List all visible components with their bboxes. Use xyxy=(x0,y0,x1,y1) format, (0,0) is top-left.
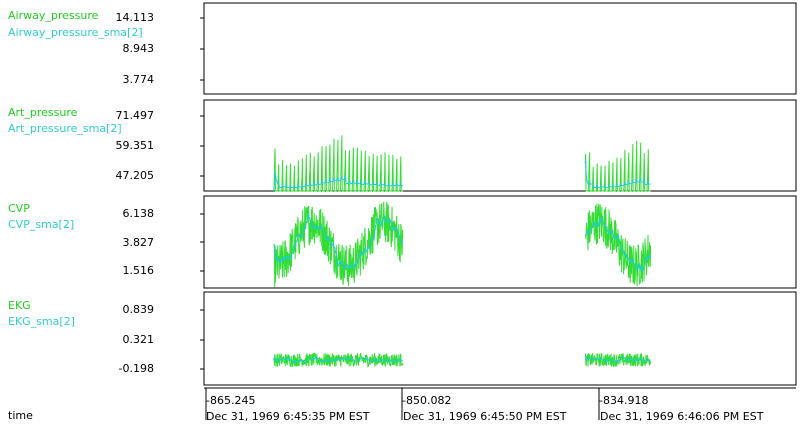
series-label: EKG_sma[2] xyxy=(8,315,75,328)
y-tick-label: 0.321 xyxy=(122,333,155,346)
x-tick-date: Dec 31, 1969 6:46:06 PM EST xyxy=(600,410,764,423)
y-tick-label: 6.138 xyxy=(122,207,155,220)
x-axis-label: time xyxy=(8,409,33,422)
series-line-main xyxy=(273,201,404,288)
y-tick-label: 3.827 xyxy=(122,236,155,249)
x-tick-value: -850.082 xyxy=(402,394,452,407)
y-tick-label: 3.774 xyxy=(122,73,155,86)
series-label: Art_pressure xyxy=(8,106,78,119)
series-line-main xyxy=(273,352,404,368)
series-label: EKG xyxy=(8,299,31,312)
series-line-sma xyxy=(273,212,404,270)
x-tick-date: Dec 31, 1969 6:45:50 PM EST xyxy=(403,410,567,423)
panel-frame xyxy=(203,99,797,192)
x-tick-value: -865.245 xyxy=(206,394,256,407)
series-label: CVP_sma[2] xyxy=(8,218,75,231)
series-line-sma xyxy=(585,217,652,273)
y-tick-label: -0.198 xyxy=(118,362,154,375)
y-tick-label: 14.113 xyxy=(115,11,155,24)
y-tick-label: 0.839 xyxy=(122,303,155,316)
series-line-main xyxy=(273,135,403,192)
y-tick-label: 59.351 xyxy=(115,139,155,152)
y-tick-label: 8.943 xyxy=(122,42,155,55)
panel-frame xyxy=(203,291,797,386)
series-line-sma xyxy=(273,355,403,364)
series-label: Art_pressure_sma[2] xyxy=(8,122,122,135)
y-tick-label: 1.516 xyxy=(122,264,155,277)
series-line-main xyxy=(584,140,651,192)
series-label: Airway_pressure xyxy=(8,9,99,22)
x-tick-value: -834.918 xyxy=(599,394,649,407)
series-label: Airway_pressure_sma[2] xyxy=(8,26,143,39)
y-tick-label: 47.205 xyxy=(115,169,155,182)
series-line-sma xyxy=(584,158,651,188)
series-line-sma xyxy=(584,353,651,363)
series-line-sma xyxy=(273,171,403,192)
x-tick-date: Dec 31, 1969 6:45:35 PM EST xyxy=(206,410,370,423)
series-label: CVP xyxy=(8,202,30,215)
series-line-main xyxy=(585,203,652,287)
y-tick-label: 71.497 xyxy=(115,109,155,122)
panel-frame xyxy=(203,2,797,95)
